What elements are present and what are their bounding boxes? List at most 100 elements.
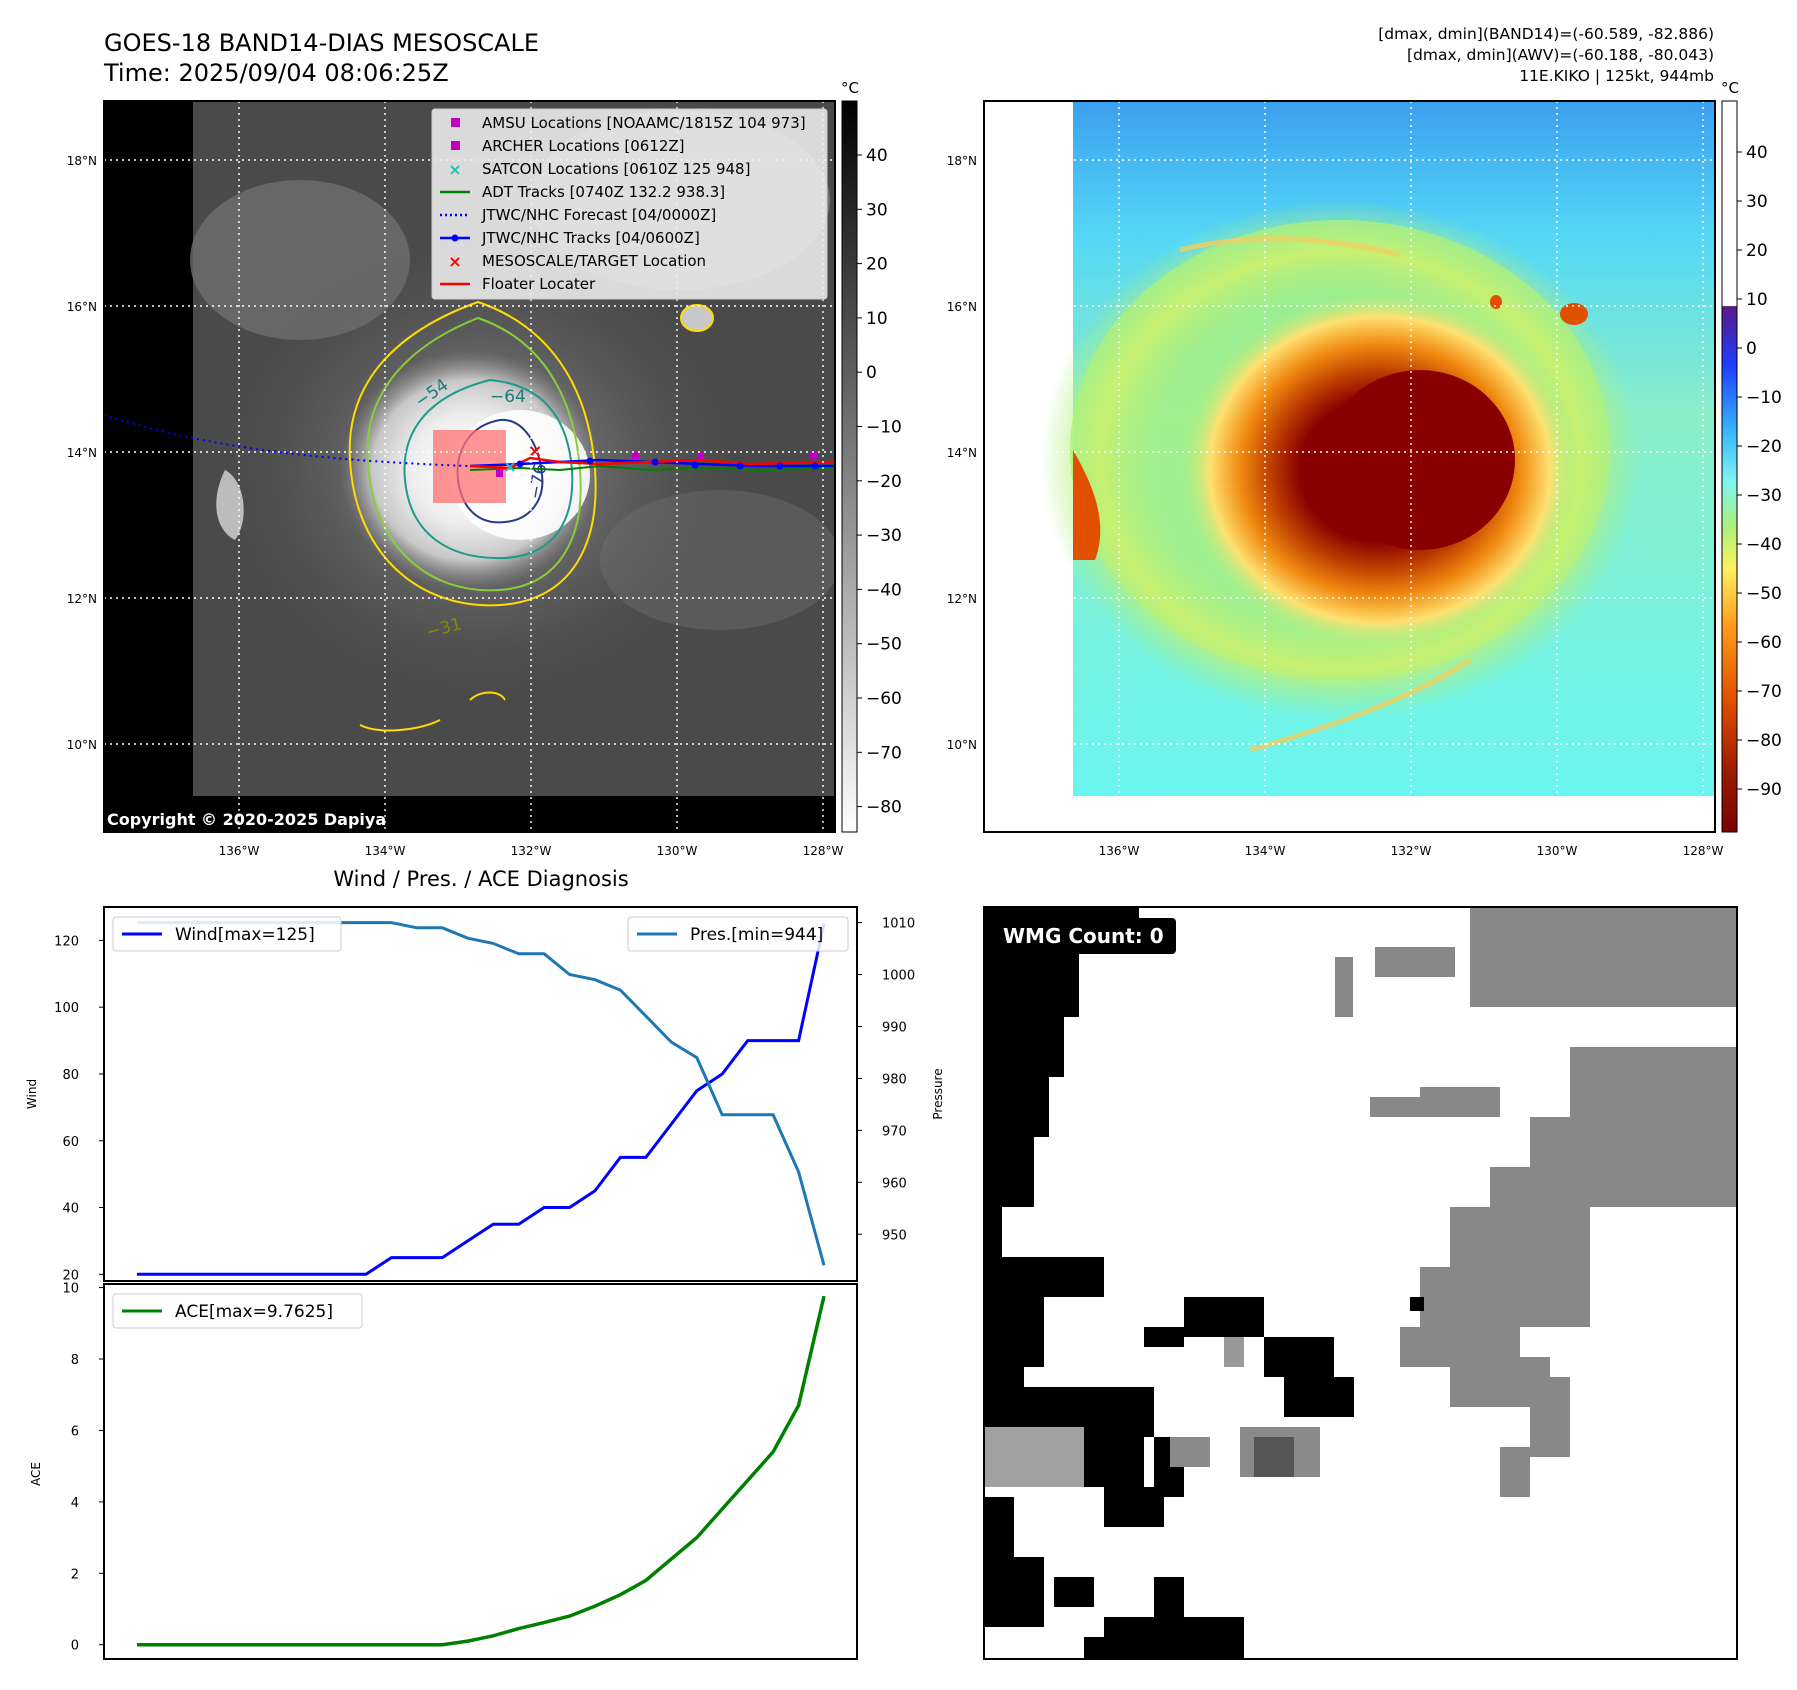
ir-legend-entry: JTWC/NHC Forecast [04/0000Z] xyxy=(481,206,716,224)
awv-colorbar-tick: −30 xyxy=(1746,486,1782,506)
ace-tick: 6 xyxy=(71,1424,79,1439)
wmg-block xyxy=(1410,1297,1424,1311)
ir-lat-tick: 12°N xyxy=(67,592,97,606)
ir-colorbar-unit: °C xyxy=(841,79,859,97)
wmg-block xyxy=(1084,1637,1134,1659)
wmg-count-label: WMG Count: 0 xyxy=(1003,924,1164,948)
ir-colorbar-tick: −40 xyxy=(866,580,902,600)
wmg-block xyxy=(1420,1267,1590,1327)
ace-tick: 0 xyxy=(71,1639,79,1654)
awv-lon-tick: 130°W xyxy=(1537,844,1578,858)
wind-tick: 40 xyxy=(62,1202,79,1217)
figure-time: Time: 2025/09/04 08:06:25Z xyxy=(103,59,449,87)
ace-line xyxy=(137,1295,826,1647)
ir-colorbar-tick: 40 xyxy=(866,146,888,166)
ir-colorbar-tick: −10 xyxy=(866,418,902,438)
wmg-panel: WMG Count: 0 xyxy=(983,906,1738,1660)
best-track-line xyxy=(469,458,835,468)
awv-colorbar-unit: °C xyxy=(1721,79,1739,97)
awv-range-text: [dmax, dmin](AWV)=(-60.188, -80.043) xyxy=(1407,46,1714,64)
wmg-block xyxy=(1264,1337,1334,1377)
ir-lat-tick: 18°N xyxy=(67,154,97,168)
wmg-block xyxy=(984,1207,1002,1267)
pressure-legend-label: Pres.[min=944] xyxy=(690,925,823,945)
ir-lon-tick: 134°W xyxy=(365,844,406,858)
ir-colorbar-tick: −80 xyxy=(866,798,902,818)
wmg-block xyxy=(1450,1207,1590,1277)
contour-label-64: −64 xyxy=(490,387,526,407)
wind-tick: 100 xyxy=(54,1001,79,1016)
wind-pressure-panel: 120 100 80 60 40 20 1010 1000 990 980 970 960 950 W… xyxy=(25,906,945,1283)
wmg-block xyxy=(1184,1297,1264,1337)
awv-colorbar-tick: −40 xyxy=(1746,535,1782,555)
ace-panel: 10 8 6 4 2 0 ACE ACE[max=9.7625] xyxy=(29,1282,858,1660)
svg-text:×: × xyxy=(503,457,516,476)
ace-tick: 8 xyxy=(71,1353,79,1368)
wmg-block xyxy=(1530,1377,1570,1457)
wmg-block xyxy=(1375,947,1455,977)
ir-map-panel: −54 −64 −76 −31 × × Copyright © 2020-202… xyxy=(103,79,902,833)
awv-lat-tick: 16°N xyxy=(947,300,977,314)
wmg-block xyxy=(1284,1377,1354,1417)
wind-line xyxy=(137,923,826,1276)
awv-colorbar xyxy=(1721,100,1738,833)
ir-colorbar-tick: −20 xyxy=(866,472,902,492)
wmg-block xyxy=(1024,1297,1044,1367)
awv-colorbar-tick: 40 xyxy=(1746,143,1768,163)
awv-colorbar-tick: −70 xyxy=(1746,682,1782,702)
ir-lat-tick: 16°N xyxy=(67,300,97,314)
ir-colorbar-tick: −70 xyxy=(866,743,902,763)
wmg-block xyxy=(1500,1447,1530,1497)
ir-legend-entry: SATCON Locations [0610Z 125 948] xyxy=(482,160,750,178)
diagnosis-title: Wind / Pres. / ACE Diagnosis xyxy=(333,867,628,891)
awv-lat-tick: 14°N xyxy=(947,446,977,460)
pressure-tick: 950 xyxy=(882,1228,907,1243)
ir-lon-tick: 132°W xyxy=(511,844,552,858)
wmg-block xyxy=(984,1557,1044,1627)
wmg-block xyxy=(1470,967,1737,1007)
awv-colorbar-tick: 20 xyxy=(1746,241,1768,261)
awv-lat-tick: 12°N xyxy=(947,592,977,606)
contour-outer xyxy=(348,300,597,607)
ir-lon-tick: 130°W xyxy=(657,844,698,858)
wmg-block xyxy=(1000,1437,1060,1477)
wmg-block xyxy=(984,1297,1009,1337)
wind-tick: 20 xyxy=(62,1268,79,1283)
ace-legend: ACE[max=9.7625] xyxy=(112,1293,363,1329)
awv-colorbar-tick: 0 xyxy=(1746,339,1757,359)
map-axis-ticks: 18°N 18°N 16°N 16°N 14°N 14°N 12°N 12°N 10°N 10°N… xyxy=(67,154,1724,858)
awv-lat-tick: 18°N xyxy=(947,154,977,168)
ace-tick: 2 xyxy=(71,1567,79,1582)
awv-gridlines xyxy=(984,101,1715,832)
wmg-block xyxy=(984,1257,1104,1297)
ir-lat-tick: 10°N xyxy=(67,738,97,752)
awv-lon-tick: 134°W xyxy=(1245,844,1286,858)
pressure-legend: Pres.[min=944] xyxy=(627,916,849,952)
wmg-block xyxy=(1335,957,1353,1017)
ir-legend-entry: MESOSCALE/TARGET Location xyxy=(482,252,706,270)
wmg-block xyxy=(984,1077,1049,1137)
wmg-block xyxy=(1144,1327,1184,1347)
ir-colorbar-tick: −30 xyxy=(866,526,902,546)
ir-legend-entry: JTWC/NHC Tracks [04/0600Z] xyxy=(481,229,700,247)
ir-colorbar-tick: −60 xyxy=(866,689,902,709)
ir-legend: AMSU Locations [NOAAMC/1815Z 104 973] ARC… xyxy=(431,108,828,300)
ir-colorbar-tick: 30 xyxy=(866,200,888,220)
wmg-block xyxy=(1370,1097,1480,1117)
ace-tick: 4 xyxy=(71,1496,79,1511)
wind-axis-label: Wind xyxy=(25,1079,39,1109)
awv-colorbar-tick: −80 xyxy=(1746,731,1782,751)
ir-colorbar-tick: 0 xyxy=(866,363,877,383)
figure-title: GOES-18 BAND14-DIAS MESOSCALE xyxy=(104,29,539,57)
pressure-tick: 990 xyxy=(882,1020,907,1035)
pressure-tick: 960 xyxy=(882,1176,907,1191)
pressure-tick: 1000 xyxy=(882,969,915,984)
band14-range-text: [dmax, dmin](BAND14)=(-60.589, -82.886) xyxy=(1378,25,1714,43)
awv-colorbar-tick: −20 xyxy=(1746,437,1782,457)
ir-colorbar xyxy=(841,100,858,833)
pressure-axis-label: Pressure xyxy=(931,1068,945,1119)
svg-text:×: × xyxy=(448,252,461,271)
awv-colorbar-tick: 30 xyxy=(1746,192,1768,212)
awv-lat-tick: 10°N xyxy=(947,738,977,752)
wmg-block xyxy=(984,1497,1014,1557)
